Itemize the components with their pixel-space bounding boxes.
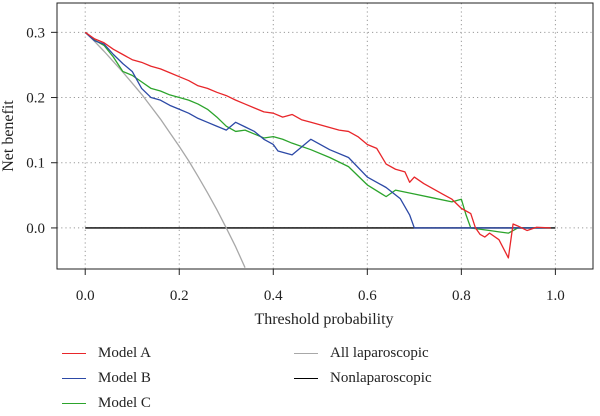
- legend-swatch-model-a: [62, 353, 86, 354]
- legend-label-all-laparoscopic: All laparoscopic: [330, 345, 429, 362]
- legend-item-all-laparoscopic: All laparoscopic: [294, 345, 429, 362]
- legend-label-nonlaparoscopic: Nonlaparoscopic: [330, 370, 432, 387]
- legend-swatch-model-b: [62, 378, 86, 379]
- legend-swatch-all-laparoscopic: [294, 353, 318, 354]
- legend: Model A Model B Model C All laparoscopic…: [0, 0, 600, 416]
- legend-swatch-nonlaparoscopic: [294, 378, 318, 379]
- legend-label-model-a: Model A: [98, 345, 151, 362]
- legend-item-nonlaparoscopic: Nonlaparoscopic: [294, 370, 432, 387]
- legend-item-model-c: Model C: [62, 395, 151, 412]
- legend-swatch-model-c: [62, 403, 86, 404]
- legend-item-model-b: Model B: [62, 370, 151, 387]
- legend-label-model-b: Model B: [98, 370, 151, 387]
- legend-item-model-a: Model A: [62, 345, 151, 362]
- legend-label-model-c: Model C: [98, 395, 151, 412]
